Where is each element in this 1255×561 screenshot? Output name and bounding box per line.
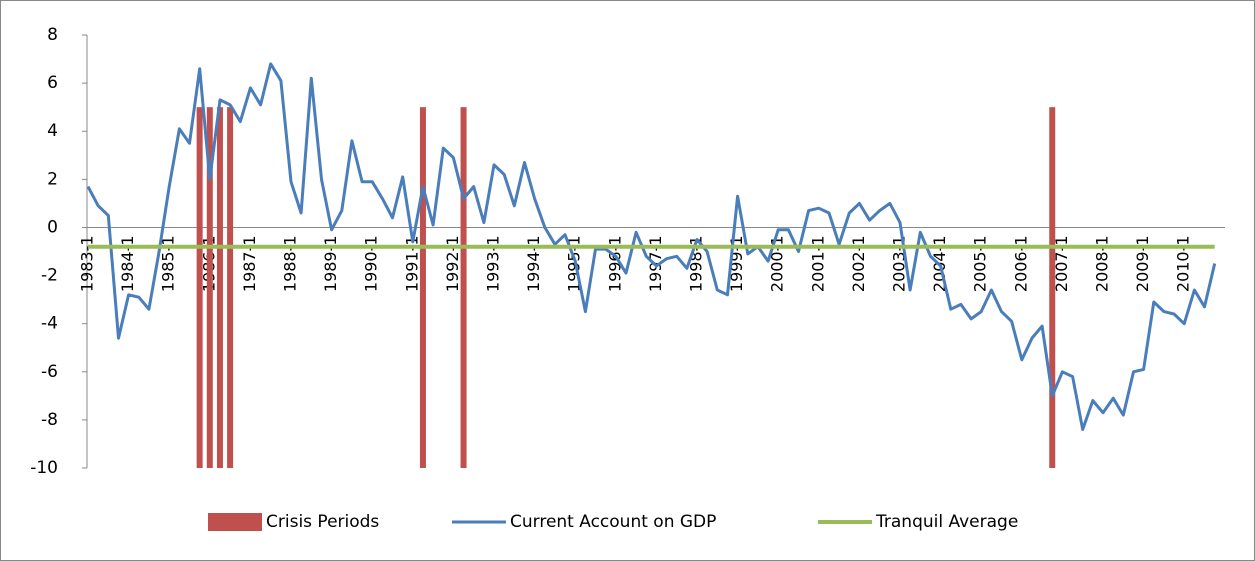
- legend-label: Crisis Periods: [266, 512, 379, 532]
- x-tick-label: 2001-1: [808, 235, 827, 292]
- y-tick-label: 2: [47, 169, 58, 189]
- x-tick-label: 1996-1: [605, 235, 624, 292]
- x-tick-label: 2006-1: [1011, 235, 1030, 292]
- crisis-bar: [216, 107, 223, 469]
- crisis-bar: [206, 107, 213, 469]
- x-tick-label: 1987-1: [240, 235, 259, 292]
- x-tick-label: 1989-1: [321, 235, 340, 292]
- legend-swatch: [208, 513, 262, 531]
- legend-label: Current Account on GDP: [510, 512, 716, 532]
- x-tick-label: 1993-1: [484, 235, 503, 292]
- crisis-bar: [419, 107, 426, 469]
- series-line: [86, 62, 1217, 431]
- x-tick-label: 2007-1: [1052, 235, 1071, 292]
- y-tick-label: 8: [47, 25, 58, 45]
- x-tick-label: 2002-1: [849, 235, 868, 292]
- crisis-bar: [196, 107, 203, 469]
- x-tick-label: 1998-1: [687, 235, 706, 292]
- y-tick-label: -4: [41, 314, 58, 334]
- x-tick-label: 1990-1: [362, 235, 381, 292]
- x-tick-label: 1983-1: [78, 235, 97, 292]
- y-tick-label: -6: [41, 362, 58, 382]
- y-tick-label: -10: [30, 458, 58, 478]
- x-tick-label: 1994-1: [524, 235, 543, 292]
- x-tick-label: 2000-1: [768, 235, 787, 292]
- crisis-bar: [227, 107, 234, 469]
- x-tick-label: 1992-1: [443, 235, 462, 292]
- x-tick-label: 1984-1: [118, 235, 137, 292]
- x-tick-label: 1985-1: [159, 235, 178, 292]
- crisis-bar: [1049, 107, 1056, 469]
- y-tick-label: 6: [47, 73, 58, 93]
- y-tick-label: -2: [41, 266, 58, 286]
- x-tick-label: 2005-1: [971, 235, 990, 292]
- crisis-bar: [460, 107, 467, 469]
- x-tick-label: 2009-1: [1133, 235, 1152, 292]
- y-tick-label: 4: [47, 121, 58, 141]
- y-tick-label: 0: [47, 217, 58, 237]
- x-tick-label: 2010-1: [1174, 235, 1193, 292]
- x-tick-label: 1988-1: [281, 235, 300, 292]
- x-tick-label: 2008-1: [1093, 235, 1112, 292]
- y-tick-label: -8: [41, 410, 58, 430]
- legend-label: Tranquil Average: [875, 512, 1018, 532]
- x-tick-label: 1991-1: [402, 235, 421, 292]
